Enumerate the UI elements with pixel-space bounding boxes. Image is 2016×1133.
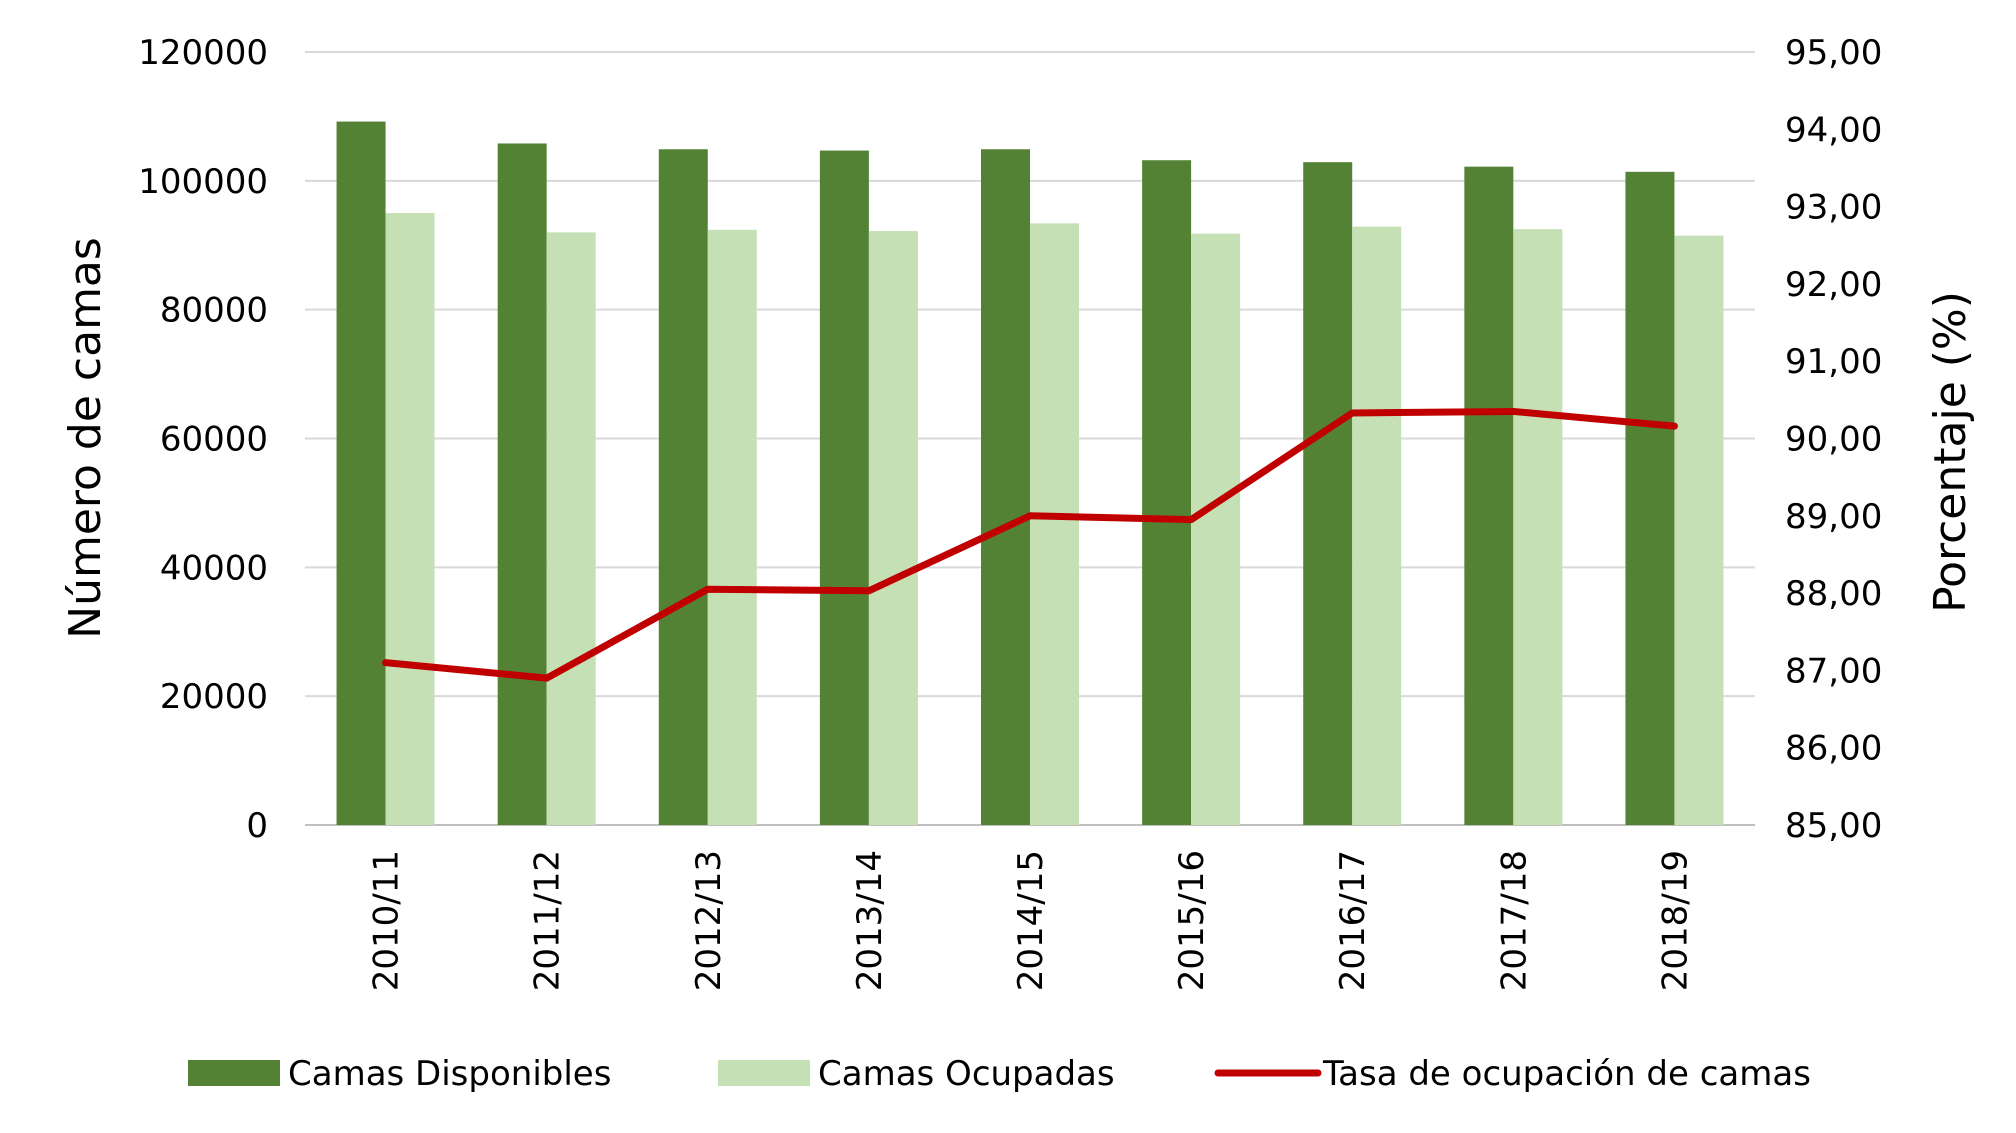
bar-ocupadas-7 bbox=[1513, 229, 1563, 826]
y-tick-label: 0 bbox=[246, 806, 268, 846]
bar-disponibles-3 bbox=[819, 150, 869, 825]
legend-label: Camas Disponibles bbox=[288, 1054, 611, 1094]
bar-disponibles-5 bbox=[1142, 160, 1192, 826]
y2-tick-label: 90,00 bbox=[1785, 420, 1882, 460]
right-axis-ticks: 85,00 86,00 87,00 88,00 89,00 90,00 91,00 92,00… bbox=[1785, 33, 1882, 846]
bars bbox=[336, 121, 1724, 826]
bar-disponibles-2 bbox=[658, 149, 708, 825]
y2-tick-label: 85,00 bbox=[1785, 806, 1882, 846]
y2-tick-label: 86,00 bbox=[1785, 729, 1882, 769]
y2-tick-label: 88,00 bbox=[1785, 574, 1882, 614]
legend-label: Tasa de ocupación de camas bbox=[1322, 1054, 1811, 1094]
y2-tick-label: 94,00 bbox=[1785, 110, 1882, 150]
bar-ocupadas-6 bbox=[1352, 226, 1402, 826]
legend: Camas Disponibles Camas Ocupadas Tasa de o… bbox=[188, 1054, 1811, 1094]
bar-ocupadas-3 bbox=[868, 231, 918, 825]
bar-disponibles-7 bbox=[1464, 166, 1514, 825]
x-tick-label: 2014/15 bbox=[1011, 850, 1051, 991]
rate-line bbox=[382, 407, 1678, 682]
left-axis-title: Número de camas bbox=[60, 237, 111, 639]
x-tick-label: 2012/13 bbox=[689, 850, 729, 991]
x-tick-label: 2013/14 bbox=[850, 850, 890, 991]
y-tick-label: 40000 bbox=[160, 548, 268, 588]
bar-disponibles-1 bbox=[497, 143, 547, 825]
x-tick-label: 2016/17 bbox=[1333, 850, 1373, 991]
bar-disponibles-8 bbox=[1625, 171, 1675, 825]
y-tick-label: 20000 bbox=[160, 677, 268, 717]
left-axis-ticks: 0 20000 40000 60000 80000 100000 120000 bbox=[138, 33, 268, 846]
y2-tick-label: 87,00 bbox=[1785, 651, 1882, 691]
y2-tick-label: 95,00 bbox=[1785, 33, 1882, 73]
legend-swatch-bar bbox=[188, 1060, 280, 1086]
y2-tick-label: 89,00 bbox=[1785, 497, 1882, 537]
y2-tick-label: 93,00 bbox=[1785, 188, 1882, 228]
x-tick-label: 2015/16 bbox=[1172, 850, 1212, 991]
legend-swatch-bar bbox=[718, 1060, 810, 1086]
y-tick-label: 80000 bbox=[160, 291, 268, 331]
bar-ocupadas-8 bbox=[1674, 235, 1724, 825]
bar-ocupadas-4 bbox=[1030, 223, 1079, 825]
x-tick-label: 2010/11 bbox=[367, 850, 407, 991]
bar-ocupadas-1 bbox=[546, 232, 596, 825]
bar-ocupadas-2 bbox=[707, 229, 757, 826]
bar-disponibles-0 bbox=[336, 121, 386, 825]
y2-tick-label: 92,00 bbox=[1785, 265, 1882, 305]
bar-ocupadas-0 bbox=[385, 213, 435, 825]
x-axis-ticks: 2010/11 2011/12 2012/13 2013/14 2014/15 2015/… bbox=[367, 850, 1696, 991]
x-tick-label: 2011/12 bbox=[528, 850, 568, 991]
legend-label: Camas Ocupadas bbox=[818, 1054, 1115, 1094]
y-tick-label: 120000 bbox=[138, 33, 268, 73]
x-tick-label: 2017/18 bbox=[1494, 850, 1534, 991]
y-tick-label: 100000 bbox=[138, 162, 268, 202]
series-line-tasa bbox=[382, 407, 1678, 682]
x-tick-label: 2018/19 bbox=[1655, 850, 1695, 991]
y2-tick-label: 91,00 bbox=[1785, 342, 1882, 382]
right-axis-title: Porcentaje (%) bbox=[1925, 291, 1976, 613]
bar-ocupadas-5 bbox=[1191, 233, 1241, 825]
y-tick-label: 60000 bbox=[160, 420, 268, 460]
bar-disponibles-6 bbox=[1303, 162, 1353, 826]
bar-disponibles-4 bbox=[981, 149, 1030, 825]
